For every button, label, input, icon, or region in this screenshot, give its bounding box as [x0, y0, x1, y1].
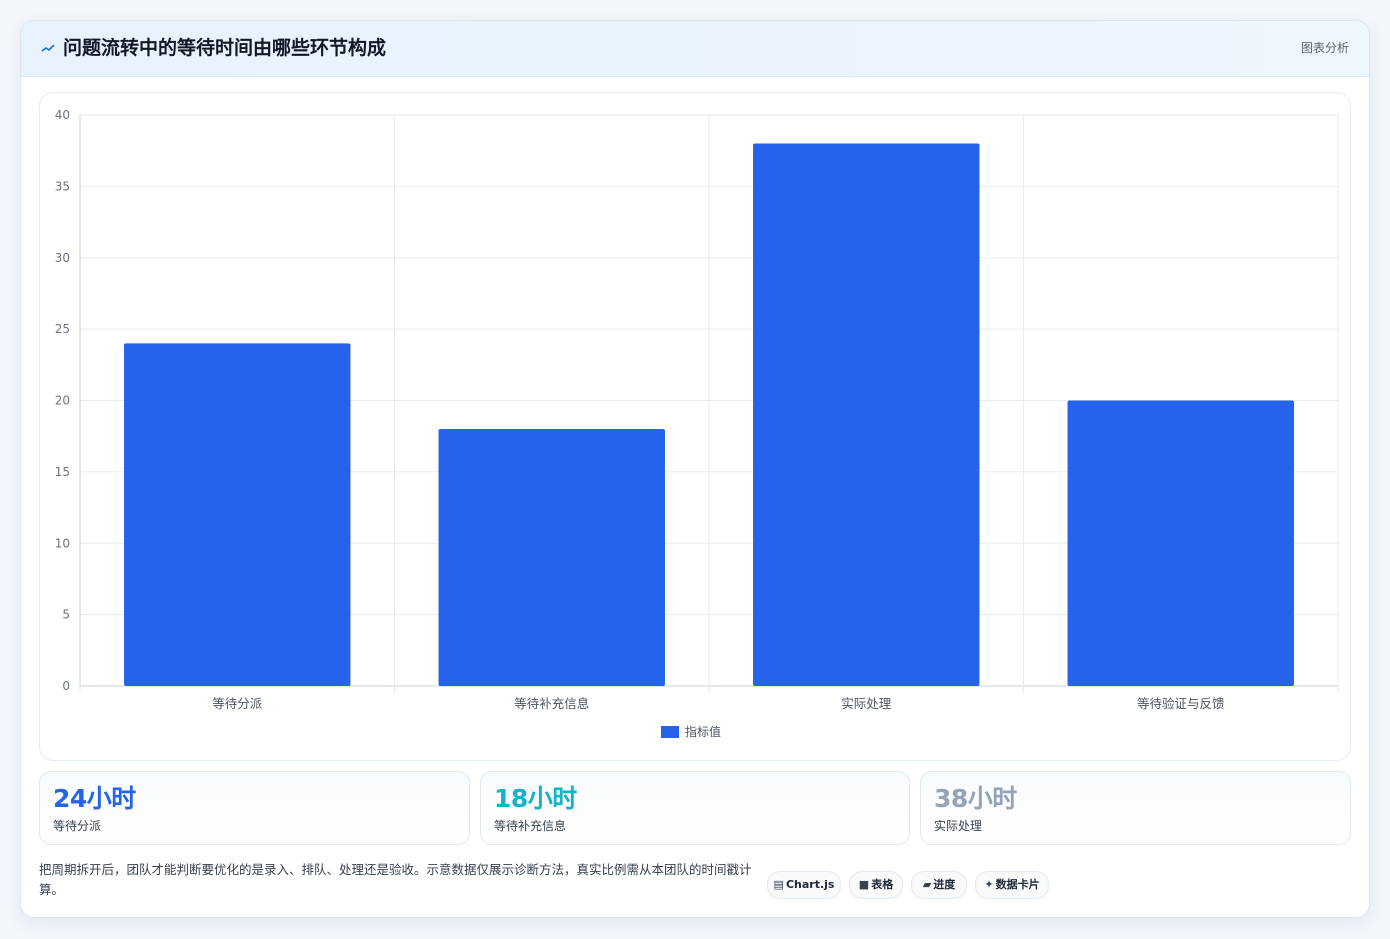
stat-card-info: 18小时 等待补充信息 — [480, 771, 910, 845]
stat-card-dispatch: 24小时 等待分派 — [39, 771, 470, 845]
bar — [124, 343, 351, 686]
x-tick-label: 等待验证与反馈 — [1137, 696, 1225, 711]
trend-line-icon — [41, 40, 55, 56]
footnote: 把周期拆开后，团队才能判断要优化的是录入、排队、处理还是验收。示意数据仅展示诊断… — [39, 862, 752, 897]
bar — [753, 143, 980, 687]
stat-label: 实际处理 — [934, 819, 983, 833]
chip-label: Chart.js — [785, 878, 835, 891]
chip-chartjs[interactable]: ▤ Chart.js — [767, 871, 841, 899]
y-tick-label: 10 — [55, 536, 70, 550]
x-tick-label: 实际处理 — [841, 696, 892, 711]
progress-icon: ▰ — [922, 878, 932, 891]
chip-table[interactable]: ■ 表格 — [849, 871, 903, 899]
table-icon: ■ — [858, 878, 870, 891]
bar — [438, 429, 665, 686]
chart-card: 问题流转中的等待时间由哪些环节构成 图表分析 0 5 10 15 20 25 30 35 40 等… — [20, 20, 1370, 918]
chip-data-card[interactable]: ✦ 数据卡片 — [975, 871, 1049, 899]
chart-icon: ▤ — [773, 878, 784, 891]
y-tick-label: 15 — [55, 465, 70, 479]
stat-label: 等待补充信息 — [494, 819, 567, 833]
stat-value: 18小时 — [494, 784, 577, 813]
y-tick-label: 0 — [62, 679, 70, 693]
chart-analysis-tag[interactable]: 图表分析 — [1300, 41, 1349, 55]
page-title: 问题流转中的等待时间由哪些环节构成 — [63, 37, 387, 59]
chart-panel: 0 5 10 15 20 25 30 35 40 等待分派 等待补充信息 实际处理 等待验证与反馈指标值 — [39, 92, 1351, 761]
y-tick-label: 20 — [55, 394, 70, 408]
stat-label: 等待分派 — [53, 819, 102, 833]
stat-card-processing: 38小时 实际处理 — [920, 771, 1351, 845]
chip-label: 进度 — [933, 878, 956, 891]
y-tick-label: 40 — [55, 108, 70, 122]
y-tick-label: 5 — [62, 608, 70, 622]
chip-label: 数据卡片 — [995, 878, 1040, 891]
x-tick-label: 等待分派 — [212, 696, 263, 711]
bar — [1067, 400, 1294, 686]
y-tick-label: 35 — [55, 179, 70, 193]
legend-label: 指标值 — [685, 724, 721, 739]
card-header: 问题流转中的等待时间由哪些环节构成 图表分析 — [21, 21, 1369, 77]
x-tick-label: 等待补充信息 — [514, 696, 589, 711]
sparkle-icon: ✦ — [984, 878, 994, 891]
y-tick-label: 30 — [55, 251, 70, 265]
legend-swatch — [661, 726, 679, 738]
chip-progress[interactable]: ▰ 进度 — [911, 871, 967, 899]
y-tick-label: 25 — [55, 322, 70, 336]
stat-value: 24小时 — [53, 784, 136, 813]
stat-value: 38小时 — [934, 784, 1017, 813]
chip-label: 表格 — [871, 878, 894, 891]
